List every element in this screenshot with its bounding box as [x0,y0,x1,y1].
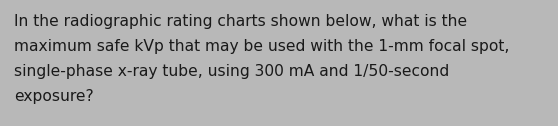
Text: exposure?: exposure? [14,89,94,104]
Text: maximum safe kVp that may be used with the 1-mm focal spot,: maximum safe kVp that may be used with t… [14,39,509,54]
Text: In the radiographic rating charts shown below, what is the: In the radiographic rating charts shown … [14,14,467,29]
Text: single-phase x-ray tube, using 300 mA and 1/50-second: single-phase x-ray tube, using 300 mA an… [14,64,449,79]
